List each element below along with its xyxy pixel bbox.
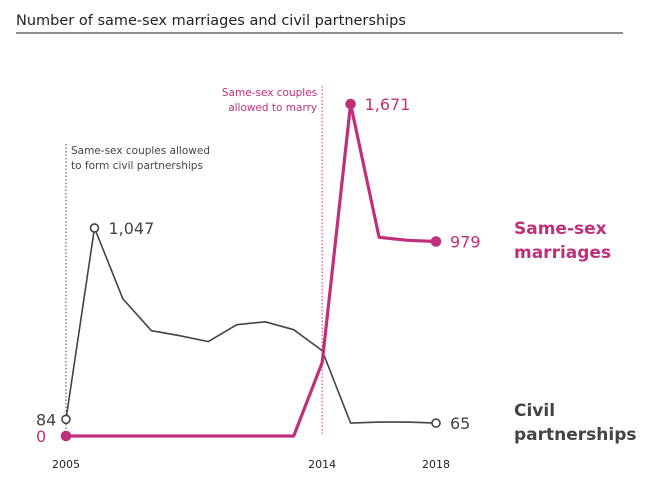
annotation-text-line: Same-sex couples — [222, 87, 317, 99]
value-label: 0 — [36, 427, 46, 446]
series-points — [60, 98, 442, 442]
data-point — [60, 430, 72, 442]
series-line-0 — [65, 227, 437, 424]
x-tick-label: 2014 — [308, 458, 336, 471]
legend-label-line: Civil — [514, 401, 555, 421]
data-point — [431, 418, 441, 428]
x-tick-label: 2018 — [422, 458, 450, 471]
annotation-text-1: Same-sex couples allowed to marry — [222, 87, 317, 114]
legend: Civil partnerships Same-sex marriages — [514, 219, 637, 445]
x-axis-ticks: 2005 2014 2018 — [52, 458, 450, 471]
value-label: 1,047 — [108, 219, 154, 238]
value-label: 1,671 — [365, 95, 411, 114]
legend-label-line: Same-sex — [514, 219, 607, 239]
legend-label-1: Same-sex marriages — [514, 219, 611, 263]
value-label: 65 — [450, 414, 470, 433]
series-lines — [64, 102, 438, 438]
annotation-text-line: Same-sex couples allowed — [71, 145, 210, 157]
series-line-1 — [64, 102, 438, 438]
data-point — [89, 223, 100, 233]
value-label: 84 — [36, 410, 56, 429]
chart-title: Number of same-sex marriages and civil p… — [16, 13, 406, 29]
annotation-text-line: to form civil partnerships — [71, 160, 203, 172]
legend-label-line: marriages — [514, 243, 611, 263]
value-label: 979 — [450, 232, 481, 251]
legend-label-line: partnerships — [514, 425, 637, 445]
data-point — [430, 236, 442, 247]
annotation-text-0: Same-sex couples allowed to form civil pa… — [71, 145, 210, 172]
value-labels: 84 1,047 65 0 1,671 979 — [36, 95, 481, 446]
x-tick-label: 2005 — [52, 458, 80, 471]
legend-label-0: Civil partnerships — [514, 401, 637, 445]
data-point — [345, 98, 356, 110]
annotations: Same-sex couples allowed to form civil pa… — [65, 86, 323, 436]
annotation-text-line: allowed to marry — [228, 102, 317, 114]
data-point — [61, 414, 71, 425]
